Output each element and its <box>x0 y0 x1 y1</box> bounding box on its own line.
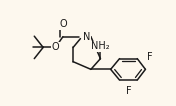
Text: N: N <box>83 32 90 42</box>
Text: F: F <box>147 52 152 62</box>
Text: O: O <box>59 20 67 29</box>
Text: F: F <box>126 86 131 96</box>
Text: NH₂: NH₂ <box>91 41 110 51</box>
Text: O: O <box>52 42 59 52</box>
